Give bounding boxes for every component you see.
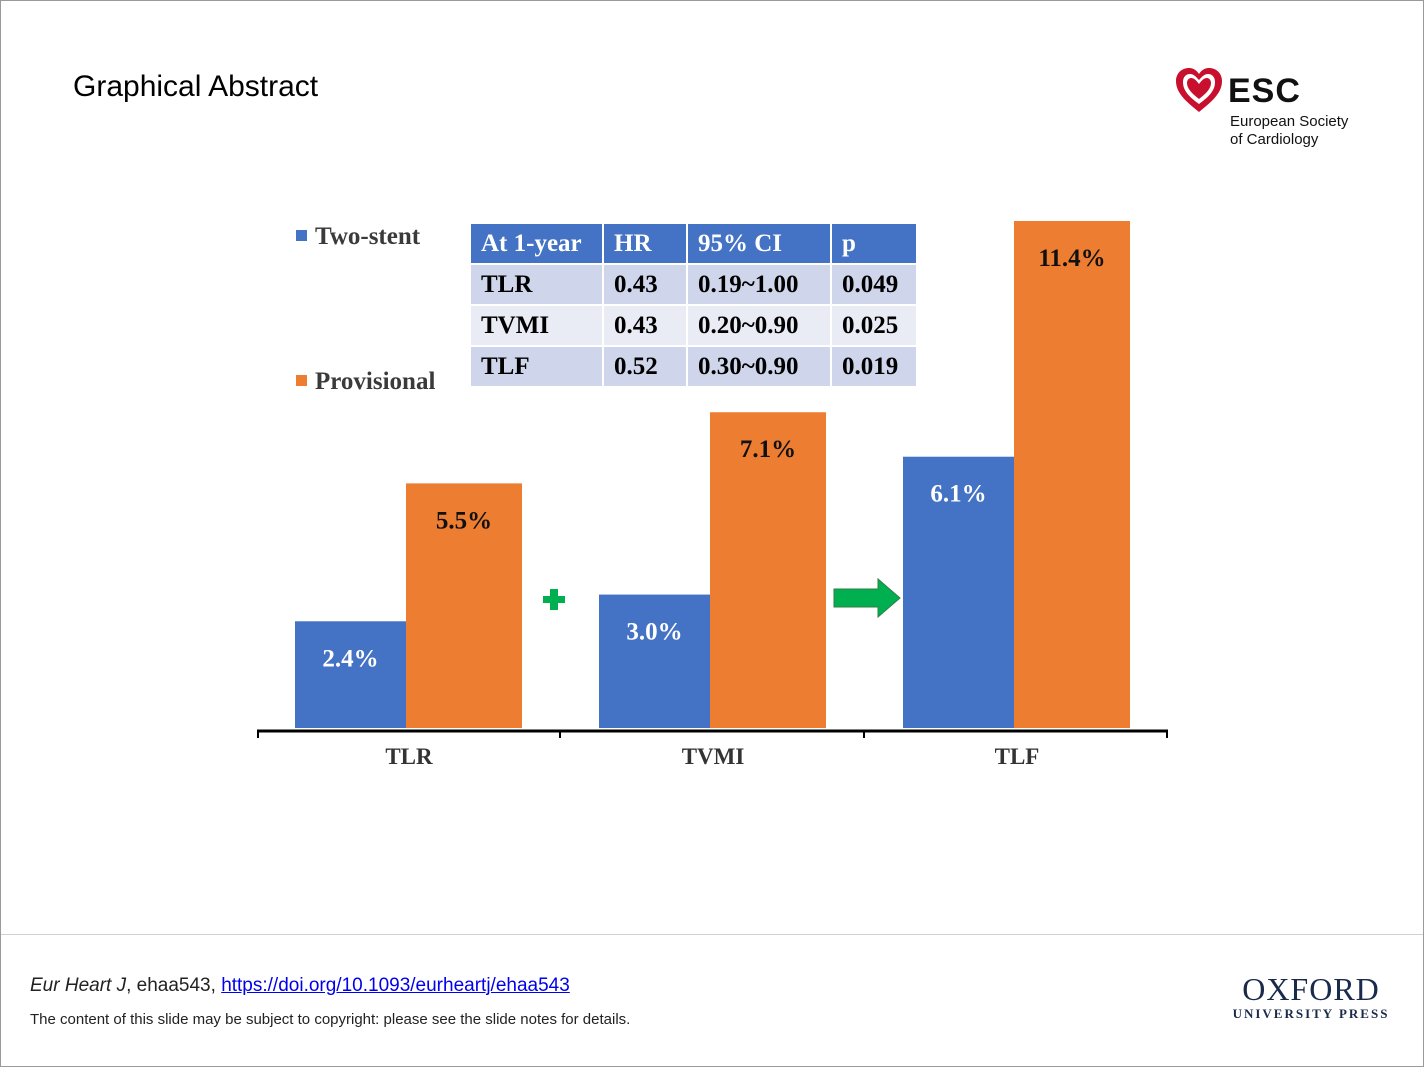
table-cell: 0.30~0.90 <box>686 345 832 388</box>
bar-two-stent-tlf <box>903 456 1014 728</box>
stats-table: At 1-year HR 95% CI p TLR 0.43 0.19~1.00… <box>469 222 918 388</box>
plus-icon <box>543 589 565 610</box>
legend-label: Provisional <box>315 368 435 395</box>
oup-logo-main: OXFORD <box>1242 971 1380 1007</box>
table-header-cell: p <box>830 222 918 265</box>
journal-name: Eur Heart J <box>30 975 127 996</box>
table-row: TLR 0.43 0.19~1.00 0.049 <box>469 263 918 306</box>
copyright-notice: The content of this slide may be subject… <box>30 1011 631 1028</box>
x-tick-label: TVMI <box>682 744 745 769</box>
data-label: 6.1% <box>930 481 986 508</box>
table-cell: TVMI <box>469 304 604 347</box>
table-cell: 0.20~0.90 <box>686 304 832 347</box>
bar-two-stent-tvmi <box>599 594 710 728</box>
esc-heart-icon <box>1176 68 1222 112</box>
right-arrow-icon <box>833 577 901 619</box>
legend-swatch <box>296 375 307 386</box>
table-cell: 0.019 <box>830 345 918 388</box>
citation: Eur Heart J, ehaa543, https://doi.org/10… <box>30 975 570 997</box>
article-id: , ehaa543, <box>126 975 222 996</box>
table-header-cell: 95% CI <box>686 222 832 265</box>
esc-subtitle-line1: European Society <box>1230 113 1349 130</box>
doi-link[interactable]: https://doi.org/10.1093/eurheartj/ehaa54… <box>221 975 570 996</box>
table-cell: 0.19~1.00 <box>686 263 832 306</box>
bar-provisional-tvmi <box>710 412 826 728</box>
data-label: 3.0% <box>626 619 682 646</box>
data-label: 7.1% <box>740 436 796 463</box>
legend-label: Two-stent <box>315 223 421 250</box>
x-tick-label: TLF <box>995 744 1040 769</box>
table-cell: 0.025 <box>830 304 918 347</box>
data-label: 11.4% <box>1038 245 1105 272</box>
slide-title: Graphical Abstract <box>73 70 319 103</box>
oup-logo: OXFORD UNIVERSITY PRESS <box>1226 972 1396 1022</box>
table-cell: 0.049 <box>830 263 918 306</box>
bar-two-stent-tlr <box>295 621 406 728</box>
table-cell: TLR <box>469 263 604 306</box>
table-header-row: At 1-year HR 95% CI p <box>469 222 918 265</box>
esc-subtitle-line2: of Cardiology <box>1230 131 1319 148</box>
oup-logo-sub: UNIVERSITY PRESS <box>1232 1006 1390 1021</box>
table-cell: 0.52 <box>602 345 688 388</box>
legend-swatch <box>296 230 307 241</box>
table-row: TVMI 0.43 0.20~0.90 0.025 <box>469 304 918 347</box>
table-header-cell: At 1-year <box>469 222 604 265</box>
esc-name: ESC <box>1228 72 1301 110</box>
esc-subtitle: European Society of Cardiology <box>1230 113 1348 149</box>
footer-divider <box>1 934 1423 935</box>
bar-provisional-tlf <box>1014 221 1130 728</box>
table-header-cell: HR <box>602 222 688 265</box>
esc-logo: ESC European Society of Cardiology <box>1174 66 1374 156</box>
table-cell: TLF <box>469 345 604 388</box>
table-row: TLF 0.52 0.30~0.90 0.019 <box>469 345 918 388</box>
table-cell: 0.43 <box>602 304 688 347</box>
x-tick-label: TLR <box>385 744 433 769</box>
data-label: 2.4% <box>322 645 378 672</box>
bar-chart: 2.4% 5.5% TLR 3.0% 7.1% TVMI 6.1% 11.4% TLF Two-s… <box>257 221 1168 769</box>
data-label: 5.5% <box>436 507 492 534</box>
bar-provisional-tlr <box>406 483 522 728</box>
table-cell: 0.43 <box>602 263 688 306</box>
